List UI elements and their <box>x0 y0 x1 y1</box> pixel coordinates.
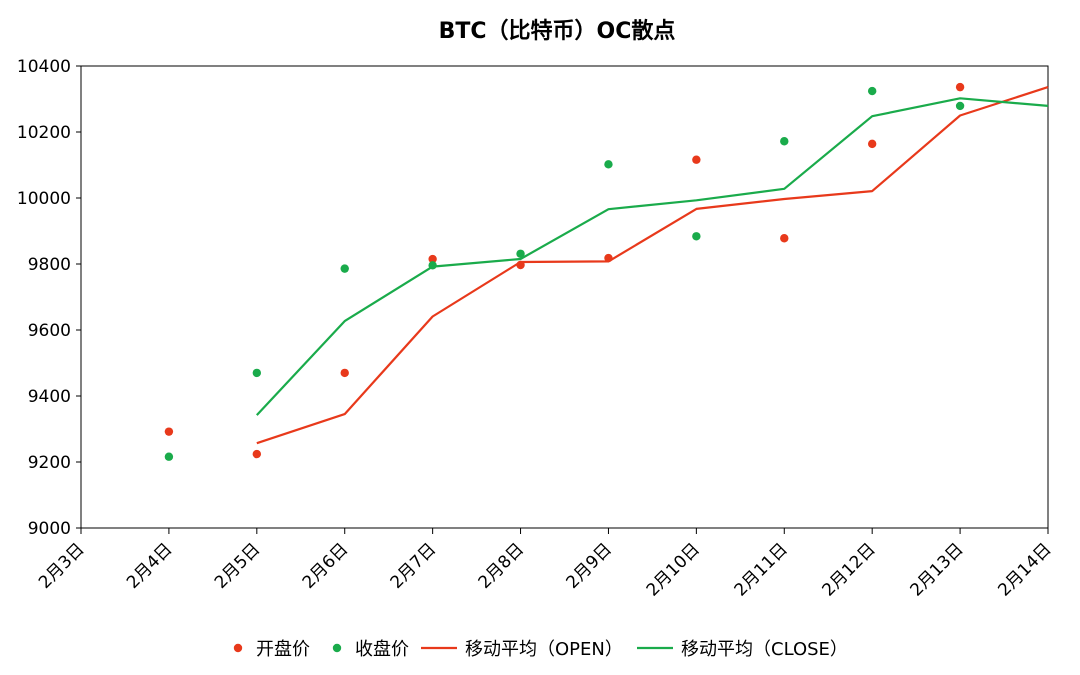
y-tick-label: 10000 <box>17 189 71 209</box>
y-tick-label: 10200 <box>17 123 71 143</box>
plot-area: 9000 9200 9400 9600 9800 10000 10200 10400 2月3日 2… <box>17 57 1056 601</box>
data-point-series1 <box>604 160 613 169</box>
y-tick-label: 9000 <box>28 519 71 539</box>
y-tick-label: 10400 <box>17 57 71 77</box>
legend-label: 移动平均（OPEN） <box>465 639 623 660</box>
legend-marker-0 <box>233 643 243 653</box>
data-point-series0 <box>604 253 613 263</box>
data-point-series1 <box>252 368 262 378</box>
y-tick-label: 9600 <box>28 321 71 341</box>
legend-marker-1 <box>332 643 342 653</box>
x-tick-label: 2月11日 <box>731 539 792 600</box>
x-tick-label: 2月9日 <box>563 539 616 592</box>
series-line-2 <box>256 86 1049 445</box>
data-point-series0 <box>955 82 965 92</box>
data-point-series1 <box>340 264 349 273</box>
plot-frame <box>80 65 1049 529</box>
x-tick-label: 2月3日 <box>35 539 88 592</box>
y-tick-label: 9400 <box>28 387 71 407</box>
legend: 开盘价 收盘价 移动平均（OPEN） 移动平均（CLOSE） <box>233 639 848 660</box>
data-point-series1 <box>867 86 877 96</box>
data-point-series1 <box>780 137 789 146</box>
x-tick-label: 2月6日 <box>299 539 352 592</box>
data-point-series1 <box>692 232 701 241</box>
data-point-series1 <box>428 261 437 270</box>
x-tick-label: 2月5日 <box>211 539 264 592</box>
x-tick-label: 2月12日 <box>819 539 880 600</box>
x-tick-label: 2月10日 <box>643 539 704 600</box>
x-tick-label: 2月7日 <box>387 539 440 592</box>
legend-label: 开盘价 <box>256 639 310 660</box>
x-tick-label: 2月4日 <box>123 539 176 592</box>
legend-label: 移动平均（CLOSE） <box>681 639 848 660</box>
data-point-series0 <box>780 234 789 243</box>
data-point-series0 <box>428 254 437 264</box>
x-tick-label: 2月13日 <box>906 539 967 600</box>
data-point-series0 <box>164 427 174 436</box>
data-point-series0 <box>692 155 701 164</box>
x-tick-label: 2月14日 <box>994 539 1055 600</box>
data-point-series0 <box>252 449 262 459</box>
data-point-series1 <box>516 249 525 258</box>
y-tick-label: 9800 <box>28 255 71 275</box>
data-point-series0 <box>516 260 525 270</box>
data-point-series0 <box>340 368 349 378</box>
data-point-series0 <box>867 139 877 149</box>
x-tick-label: 2月8日 <box>475 539 528 592</box>
data-point-series1 <box>955 101 965 111</box>
chart-title: BTC（比特币）OC散点 <box>439 18 676 44</box>
legend-label: 收盘价 <box>355 639 409 660</box>
y-tick-label: 9200 <box>28 453 71 473</box>
data-point-series1 <box>164 452 174 461</box>
series-line-3 <box>255 97 1049 416</box>
